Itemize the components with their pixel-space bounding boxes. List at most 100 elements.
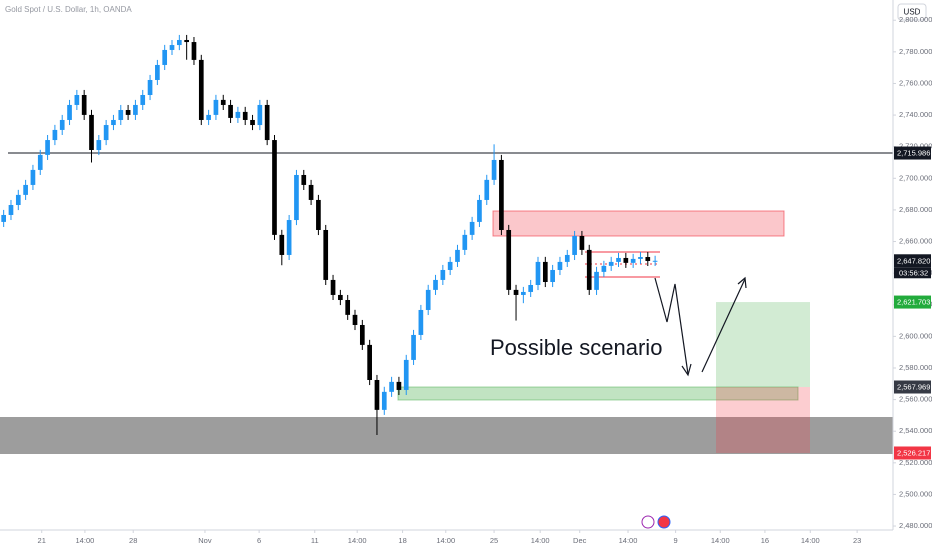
plot-layer	[1, 34, 893, 453]
candle-body	[652, 260, 658, 262]
candle-body	[586, 249, 592, 290]
annotation: Possible scenario	[490, 335, 662, 360]
candle-body	[455, 249, 460, 262]
x-tick-label: 14:00	[436, 536, 455, 545]
candle-body	[513, 289, 519, 295]
currency[interactable]: USD	[904, 8, 921, 17]
currency-button[interactable]	[897, 3, 927, 21]
candle-body	[469, 221, 475, 235]
candle-body	[111, 119, 116, 126]
candle-body	[67, 104, 72, 120]
target-zone	[716, 302, 810, 387]
price-label: 2,715.986	[897, 149, 930, 158]
candle-body	[330, 279, 336, 295]
resistance-zone	[492, 210, 785, 237]
candle-body	[213, 99, 219, 115]
candle-body	[440, 269, 446, 280]
arrow-head	[681, 363, 692, 377]
candle-body	[572, 235, 577, 255]
candle-body	[323, 229, 329, 280]
candle-body	[294, 174, 299, 221]
x-tick-label: Dec	[573, 536, 587, 545]
candle-body	[542, 261, 548, 282]
candle-body	[235, 111, 241, 118]
arrow-up	[701, 278, 746, 373]
x-tick-label: 14:00	[348, 536, 367, 545]
y-tick-label: 2,500.000	[899, 489, 932, 498]
candle-body	[140, 94, 146, 105]
candle-body	[81, 94, 87, 115]
candle-body	[374, 379, 380, 410]
x-tick-label: 16	[761, 536, 769, 545]
candle-body	[623, 257, 629, 263]
candle-body	[616, 257, 621, 262]
candle-body	[169, 45, 175, 50]
candle-body	[89, 114, 94, 151]
arrow-head	[737, 276, 747, 289]
candle-body	[579, 235, 585, 250]
candle-body	[359, 324, 365, 345]
candle-body	[535, 261, 541, 285]
candle-body	[103, 125, 109, 141]
price-label-box	[894, 380, 931, 394]
candle-body	[125, 110, 131, 115]
y-tick-label: 2,720.000	[899, 142, 932, 151]
candle-body	[198, 59, 204, 120]
x-tick-label: 18	[398, 536, 406, 545]
candle-body	[59, 119, 65, 130]
candle-body	[162, 49, 168, 65]
candle-body	[433, 279, 438, 290]
flag-icon[interactable]	[657, 515, 671, 529]
candle-body	[477, 199, 482, 222]
candle-body	[316, 199, 321, 230]
candle-body	[396, 381, 402, 390]
candle-body	[528, 284, 534, 292]
x-tick-label: Nov	[198, 536, 212, 545]
x-tick-label: 14:00	[619, 536, 638, 545]
candle-body	[381, 391, 387, 410]
y-tick-label: 2,540.000	[899, 426, 932, 435]
y-tick-label: 2,580.000	[899, 363, 932, 372]
candle-body	[447, 261, 453, 270]
x-tick-label: 14:00	[531, 536, 550, 545]
candle-body	[418, 309, 424, 335]
y-tick-label: 2,660.000	[899, 237, 932, 246]
y-tick-label: 2,700.000	[899, 173, 932, 182]
y-tick-label: 2,780.000	[899, 47, 932, 56]
candle-body	[367, 344, 372, 380]
candle-body	[594, 271, 599, 290]
candle-body	[257, 104, 263, 126]
candle-body	[521, 291, 526, 295]
candle-body	[242, 111, 248, 120]
candle-body	[338, 294, 343, 301]
x-tick-label: 25	[490, 536, 498, 545]
candle-body	[118, 110, 124, 120]
candle-body	[45, 140, 50, 155]
candle-body	[264, 104, 270, 141]
x-tick-label: 21	[38, 536, 46, 545]
y-tick-label: 2,560.000	[899, 395, 932, 404]
candle-body	[96, 140, 102, 151]
y-tick-label: 2,520.000	[899, 458, 932, 467]
candle-body	[491, 159, 497, 180]
price-label: 2,621.703	[897, 298, 930, 307]
candle-body	[308, 184, 314, 200]
price-label: 2,567.969	[897, 382, 930, 391]
event-icon[interactable]	[641, 515, 655, 529]
x-tick-label: 28	[129, 536, 137, 545]
demand-zone	[397, 386, 799, 401]
candle-body	[506, 229, 512, 290]
candle-body	[352, 314, 358, 325]
candle-body	[191, 42, 197, 60]
candle-body	[184, 39, 189, 43]
candle-body	[228, 104, 233, 118]
candle-body	[23, 184, 28, 195]
candle-body	[279, 234, 285, 255]
y-tick-label: 2,480.000	[899, 521, 932, 530]
candle-body	[499, 159, 504, 230]
x-tick-label: 14:00	[76, 536, 95, 545]
x-tick-label: 9	[674, 536, 678, 545]
candle-body	[411, 334, 416, 360]
y-tick-label: 2,760.000	[899, 78, 932, 87]
